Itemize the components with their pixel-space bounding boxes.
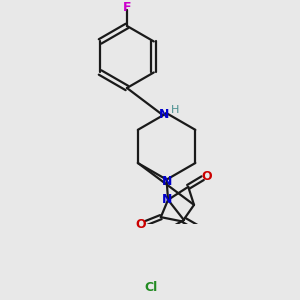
Text: N: N	[161, 175, 172, 188]
Text: Cl: Cl	[144, 281, 157, 294]
Text: F: F	[123, 2, 131, 14]
Text: O: O	[202, 170, 212, 183]
Text: N: N	[161, 193, 172, 206]
Text: H: H	[171, 105, 179, 115]
Text: N: N	[158, 108, 169, 121]
Text: O: O	[135, 218, 146, 231]
